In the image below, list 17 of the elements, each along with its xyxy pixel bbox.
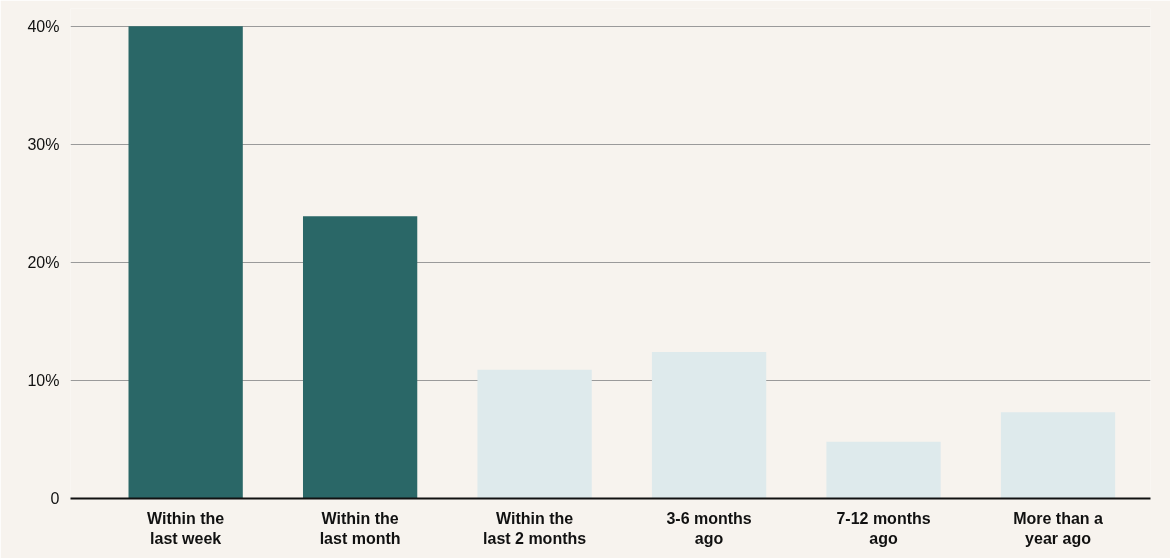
bar <box>826 441 941 499</box>
bar <box>651 352 767 499</box>
x-tick-label: Within the last month <box>319 509 401 547</box>
x-tick-label: Within the last week <box>147 509 225 547</box>
y-tick-label: 10% <box>27 371 60 389</box>
x-tick-label: 3-6 months ago <box>666 509 752 547</box>
y-tick-label: 40% <box>27 17 60 35</box>
bar <box>477 369 592 499</box>
y-tick-label: 20% <box>27 253 60 271</box>
x-tick-label: More than a year ago <box>1013 509 1104 547</box>
bar <box>1000 412 1116 499</box>
x-tick-label: Within the last 2 months <box>483 509 587 547</box>
y-tick-label: 30% <box>27 135 60 153</box>
bar <box>302 216 418 499</box>
x-tick-label: 7-12 months ago <box>836 509 931 547</box>
bar <box>128 26 243 499</box>
y-tick-label: 0 <box>50 490 60 507</box>
